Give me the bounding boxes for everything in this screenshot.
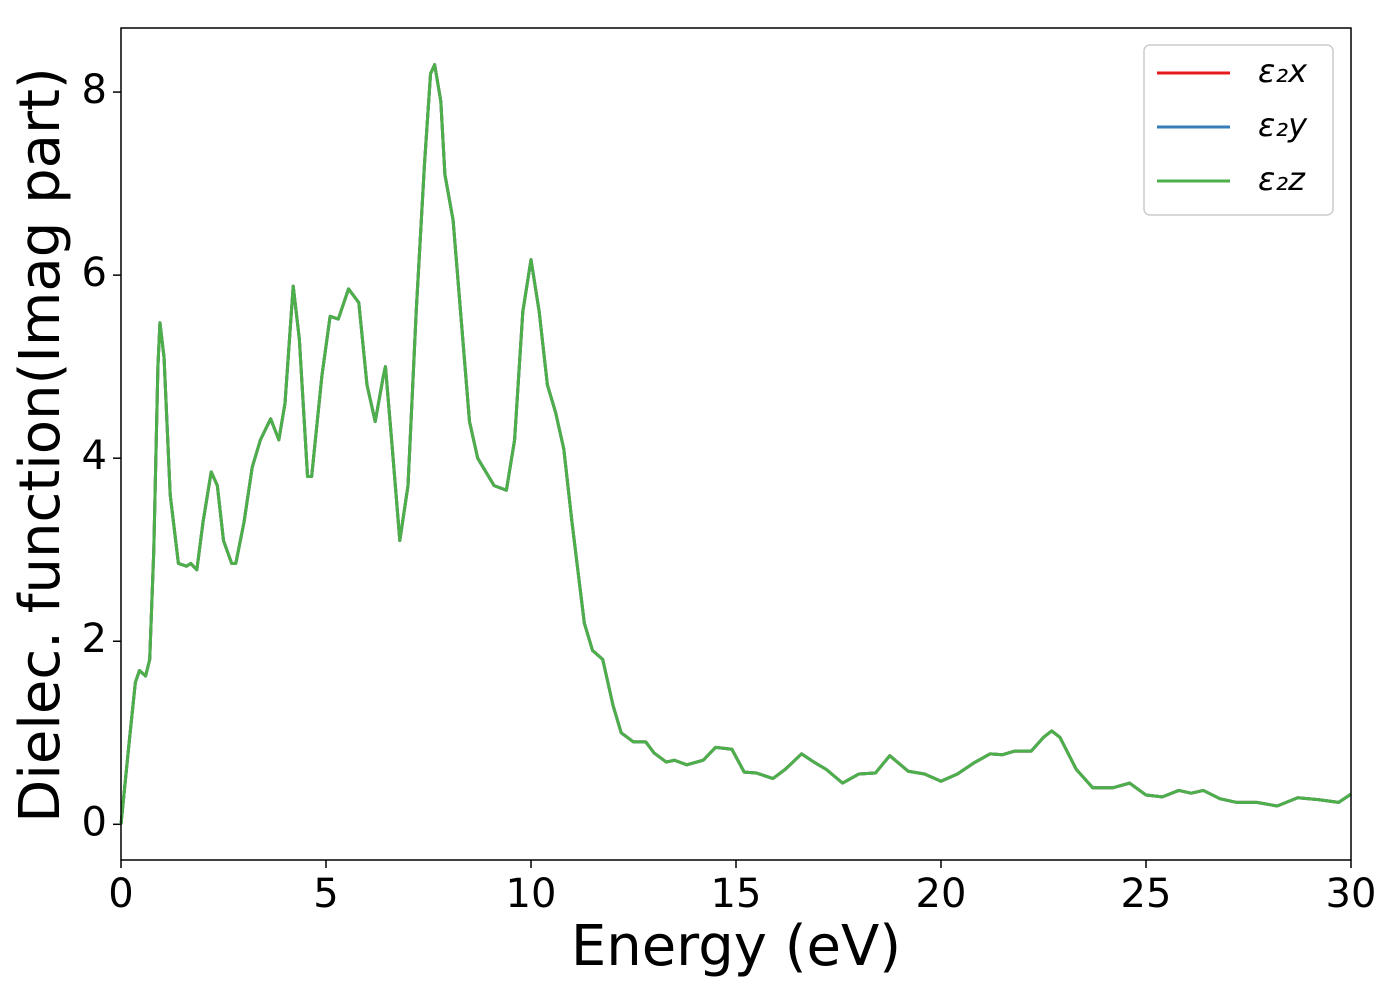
y-tick-label: 4: [82, 433, 107, 479]
series-line: [119, 63, 1352, 825]
plot-frame: [120, 27, 1352, 861]
y-axis-label: Dielec. function(Imag part): [8, 67, 73, 823]
legend-label: ε₂y: [1258, 106, 1308, 144]
x-tick-label: 5: [313, 871, 338, 917]
x-tick-label: 25: [1121, 871, 1172, 917]
y-tick-label: 6: [82, 250, 107, 296]
y-tick-label: 8: [82, 67, 107, 113]
x-axis-label: Energy (eV): [571, 914, 901, 979]
x-tick-label: 10: [506, 871, 557, 917]
legend-label: ε₂x: [1258, 52, 1308, 90]
x-tick-label: 0: [108, 871, 133, 917]
x-tick-label: 30: [1326, 871, 1377, 917]
y-tick-label: 0: [82, 799, 107, 845]
legend-label: ε₂z: [1258, 160, 1306, 198]
y-tick-label: 2: [82, 616, 107, 662]
legend-box: [1143, 44, 1334, 216]
x-tick-label: 20: [916, 871, 967, 917]
x-tick-label: 15: [711, 871, 762, 917]
